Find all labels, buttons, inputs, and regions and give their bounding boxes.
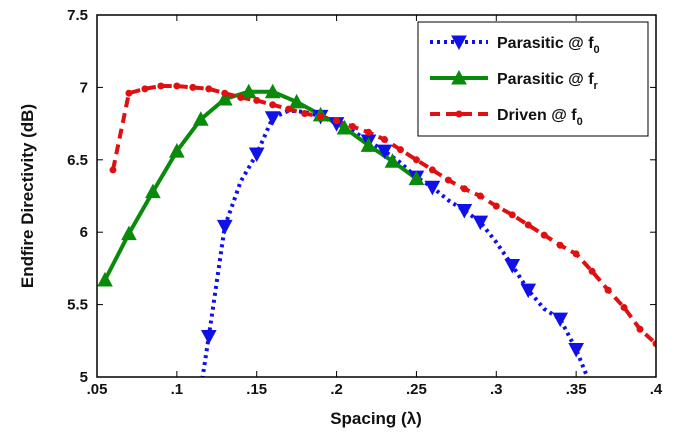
data-point-driven-f0 (652, 340, 656, 348)
y-tick-label: 6 (80, 224, 88, 241)
data-point-parasitic-f0 (200, 329, 217, 345)
x-tick-label: .1 (171, 381, 184, 398)
data-point-driven-f0 (604, 286, 612, 294)
x-tick-label: .25 (406, 381, 427, 398)
data-point-driven-f0 (508, 211, 516, 219)
data-point-driven-f0 (620, 303, 628, 311)
data-point-driven-f0 (365, 128, 373, 136)
data-point-parasitic-f0 (456, 203, 473, 219)
data-point-driven-f0 (556, 241, 564, 249)
legend: Parasitic @ f0 Parasitic @ fr Driven @ f0 (417, 21, 649, 137)
data-point-driven-f0 (157, 82, 165, 90)
data-point-driven-f0 (540, 231, 548, 239)
data-point-parasitic-fr (121, 225, 137, 241)
data-point-parasitic-fr (264, 83, 281, 99)
legend-label-parasitic-f0: Parasitic @ f0 (497, 35, 600, 56)
x-tick-label: .15 (246, 381, 267, 398)
data-point-driven-f0 (333, 117, 341, 125)
y-axis-label: Endfire Directivity (dB) (18, 104, 37, 288)
data-point-driven-f0 (285, 105, 293, 113)
data-point-parasitic-f0 (216, 219, 233, 235)
y-tick-label: 7.5 (67, 7, 88, 24)
x-tick-label: .2 (330, 381, 343, 398)
data-point-parasitic-f0 (504, 259, 521, 274)
x-tick-label: .3 (490, 381, 503, 398)
data-point-driven-f0 (588, 267, 596, 275)
data-point-parasitic-fr (97, 271, 113, 287)
data-point-driven-f0 (221, 89, 229, 97)
legend-marker-driven-f0 (455, 110, 463, 118)
data-point-parasitic-f0 (248, 147, 265, 163)
legend-label-driven-f0: Driven @ f0 (497, 107, 583, 128)
x-axis-ticks: .05 .1 .15 .2 .25 .3 .35 .4 (87, 15, 663, 398)
data-point-parasitic-fr (169, 143, 185, 158)
data-point-driven-f0 (269, 101, 277, 109)
y-tick-label: 5.5 (67, 297, 88, 314)
y-tick-label: 7 (80, 79, 88, 96)
data-point-parasitic-f0 (520, 283, 537, 299)
data-point-parasitic-fr (192, 111, 209, 126)
y-tick-label: 6.5 (67, 152, 88, 169)
data-point-parasitic-fr (360, 137, 377, 152)
data-point-driven-f0 (125, 89, 133, 97)
data-point-driven-f0 (460, 185, 468, 193)
data-point-parasitic-f0 (552, 312, 569, 328)
data-point-parasitic-fr (288, 93, 305, 109)
data-point-driven-f0 (253, 96, 261, 104)
data-point-driven-f0 (141, 85, 149, 93)
data-point-driven-f0 (572, 250, 580, 258)
data-point-driven-f0 (173, 82, 181, 90)
data-point-driven-f0 (636, 325, 644, 333)
data-point-driven-f0 (412, 156, 420, 164)
data-point-driven-f0 (189, 83, 197, 91)
legend-marker-parasitic-fr (451, 69, 467, 85)
data-point-parasitic-fr (384, 153, 401, 168)
y-tick-label: 5 (80, 369, 88, 386)
data-point-driven-f0 (428, 166, 436, 174)
data-point-parasitic-f0 (568, 342, 584, 358)
data-point-parasitic-fr (216, 90, 233, 106)
data-point-driven-f0 (492, 202, 500, 210)
y-axis-ticks: 5 5.5 6 6.5 7 7.5 (67, 7, 656, 386)
data-point-driven-f0 (444, 176, 452, 184)
data-point-driven-f0 (205, 85, 213, 93)
data-point-parasitic-fr (240, 83, 257, 99)
data-point-driven-f0 (476, 192, 484, 200)
data-point-driven-f0 (301, 109, 309, 117)
data-point-driven-f0 (396, 146, 404, 154)
legend-marker-parasitic-f0 (451, 35, 467, 51)
plot-markers (97, 82, 656, 358)
data-point-driven-f0 (317, 112, 325, 120)
x-axis-label: Spacing (λ) (330, 409, 422, 428)
x-tick-label: .35 (566, 381, 587, 398)
legend-label-parasitic-fr: Parasitic @ fr (497, 71, 599, 92)
data-point-parasitic-f0 (472, 215, 489, 231)
data-point-parasitic-f0 (424, 180, 441, 196)
data-point-driven-f0 (380, 136, 388, 144)
data-point-parasitic-fr (145, 183, 161, 199)
plot-frame (96, 14, 657, 378)
series-line-parasitic-fr (103, 89, 418, 281)
data-point-driven-f0 (349, 122, 357, 130)
data-point-driven-f0 (524, 221, 532, 229)
legend-items: Parasitic @ f0 Parasitic @ fr Driven @ f0 (430, 35, 600, 128)
data-point-driven-f0 (237, 94, 245, 102)
data-point-parasitic-fr (408, 170, 425, 186)
data-point-parasitic-f0 (376, 144, 393, 160)
x-tick-label: .4 (650, 381, 663, 398)
data-point-driven-f0 (109, 166, 117, 174)
data-point-parasitic-fr (336, 119, 353, 135)
x-tick-label: .05 (87, 381, 108, 398)
data-point-parasitic-f0 (264, 111, 281, 126)
